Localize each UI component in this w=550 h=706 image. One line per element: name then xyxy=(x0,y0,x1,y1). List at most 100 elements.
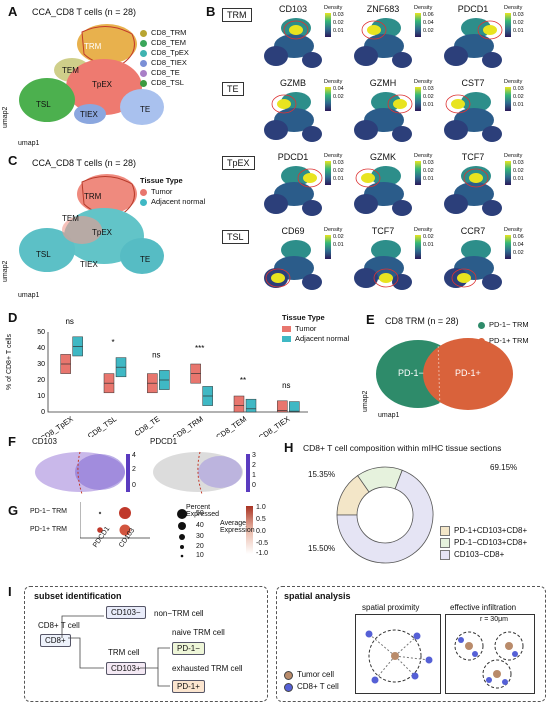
panel-g-letter: G xyxy=(8,503,19,518)
i-radius: r = 30μm xyxy=(480,616,508,623)
proximity-diagram xyxy=(355,614,441,694)
density-plot: CD103 Density 0.03 0.02 0.01 xyxy=(262,4,350,76)
g-avg-tick: -0.5 xyxy=(256,540,269,547)
f-tick: 0 xyxy=(132,482,136,489)
y-tick-label: 40 xyxy=(37,345,45,352)
legend-label: Adjacent normal xyxy=(295,334,350,343)
density-colorbar xyxy=(325,13,331,37)
f-tick: 2 xyxy=(132,466,136,473)
density-colorbar xyxy=(325,161,331,185)
i-non-trm: non−TRM cell xyxy=(154,609,204,618)
significance-label: *** xyxy=(195,344,204,353)
legend-label: CD103−CD8+ xyxy=(454,550,505,559)
i-exhausted: exhausted TRM cell xyxy=(172,664,243,673)
density-umap xyxy=(354,166,412,216)
b-row-label: TE xyxy=(222,82,244,96)
panel-f-umaps xyxy=(35,451,250,495)
g-pct-title: Percent Expressed xyxy=(186,504,220,518)
density-plot: TCF7 Density 0.03 0.02 0.01 xyxy=(442,152,530,224)
density-colorbar xyxy=(505,161,511,185)
density-plot: CCR7 Density 0.06 0.04 0.02 xyxy=(442,226,530,298)
density-umap xyxy=(444,240,502,290)
panel-b-letter: B xyxy=(206,4,216,19)
density-label: Density xyxy=(324,79,343,85)
panel-h-legend: PD-1+CD103+CD8+ PD-1−CD103+CD8+ CD103−CD… xyxy=(440,525,527,561)
colorbar-tick: 0.02 xyxy=(513,94,524,100)
panel-c-letter: C xyxy=(8,153,18,168)
legend-dot xyxy=(140,198,147,206)
y-tick-label: 10 xyxy=(37,393,45,400)
i-cd103pos-box: CD103+ xyxy=(106,662,146,675)
density-label: Density xyxy=(414,79,433,85)
panel-c-legend: Tissue Type Tumor Adjacent normal xyxy=(140,176,205,207)
legend-label: CD8_TRM xyxy=(151,28,187,37)
g-dotplot xyxy=(80,502,150,539)
legend-label: CD8_TEM xyxy=(151,38,187,47)
colorbar-tick: 0.03 xyxy=(513,12,524,18)
y-tick-label: 50 xyxy=(37,329,45,336)
legend-label: PD-1+CD103+CD8+ xyxy=(454,526,528,535)
cluster-te: TE xyxy=(140,105,151,114)
density-colorbar xyxy=(505,235,511,259)
i-cd8-box: CD8+ xyxy=(40,634,71,647)
density-label: Density xyxy=(324,153,343,159)
legend-swatch xyxy=(440,550,450,560)
colorbar-tick: 0.01 xyxy=(513,28,524,34)
f-gene1: CD103 xyxy=(32,437,57,446)
density-umap xyxy=(354,92,413,142)
spatial-analysis-box xyxy=(276,586,546,702)
axis-x-label: umap1 xyxy=(18,292,40,299)
density-umap xyxy=(444,92,502,142)
axis-y-label: umap2 xyxy=(362,390,369,412)
legend-title: Tissue Type xyxy=(140,176,183,185)
g-pct-val: 40 xyxy=(196,522,204,529)
colorbar-tick: 0.04 xyxy=(423,20,434,26)
i-legend: Tumor cell CD8+ T cell xyxy=(284,670,339,692)
legend-dot xyxy=(140,29,147,37)
cluster-trm: TRM xyxy=(84,42,102,51)
colorbar-tick: 0.02 xyxy=(333,234,344,240)
panel-h-letter: H xyxy=(284,440,294,455)
donut-slice xyxy=(336,469,434,564)
c-cluster-tem: TEM xyxy=(62,214,79,223)
density-label: Density xyxy=(504,5,523,11)
legend-swatch xyxy=(282,336,291,342)
density-colorbar xyxy=(325,235,331,259)
cluster-tsl: TSL xyxy=(36,100,51,109)
c-cluster-trm: TRM xyxy=(84,192,102,201)
legend-label: CD8+ T cell xyxy=(297,682,339,691)
i-prox: spatial proximity xyxy=(362,603,420,612)
legend-label: PD-1− TRM xyxy=(489,320,529,329)
g-pct-val: 20 xyxy=(196,543,204,550)
legend-swatch xyxy=(440,538,450,548)
f-tick: 0 xyxy=(252,482,256,489)
legend-title: Tissue Type xyxy=(282,313,325,322)
i-pd1pos-box: PD-1+ xyxy=(172,680,205,693)
density-colorbar xyxy=(415,87,421,111)
panel-c-title: CCA_CD8 T cells (n = 28) xyxy=(32,158,136,168)
category-label: CD8_TpEX xyxy=(39,414,75,437)
cluster-tpex: TpEX xyxy=(92,80,113,89)
g-avg-tick: -1.0 xyxy=(256,550,269,557)
legend-dot xyxy=(140,69,147,77)
cd8-cell-icon xyxy=(284,682,293,692)
b-row-label: TSL xyxy=(222,230,249,244)
c-cluster-tiex: TIEX xyxy=(80,260,98,269)
colorbar-tick: 0.01 xyxy=(423,102,434,108)
box-mark xyxy=(289,401,300,413)
gene-title: CD69 xyxy=(281,226,305,236)
colorbar-tick: 0.01 xyxy=(423,176,434,182)
colorbar-tick: 0.02 xyxy=(513,168,524,174)
density-plot: PDCD1 Density 0.03 0.02 0.01 xyxy=(262,152,350,224)
legend-label: Tumor xyxy=(151,187,173,196)
density-umap xyxy=(264,18,322,68)
f-tick: 4 xyxy=(132,452,136,459)
density-plot: GZMH Density 0.03 0.02 0.01 xyxy=(352,78,440,150)
density-label: Density xyxy=(324,227,343,233)
colorbar-tick: 0.03 xyxy=(423,86,434,92)
gene-title: PDCD1 xyxy=(277,152,309,162)
legend-label: CD8_TSL xyxy=(151,78,184,87)
g-pct-val: 50 xyxy=(196,510,204,517)
colorbar-tick: 0.06 xyxy=(423,12,434,18)
legend-label: CD8_TpEX xyxy=(151,48,189,57)
